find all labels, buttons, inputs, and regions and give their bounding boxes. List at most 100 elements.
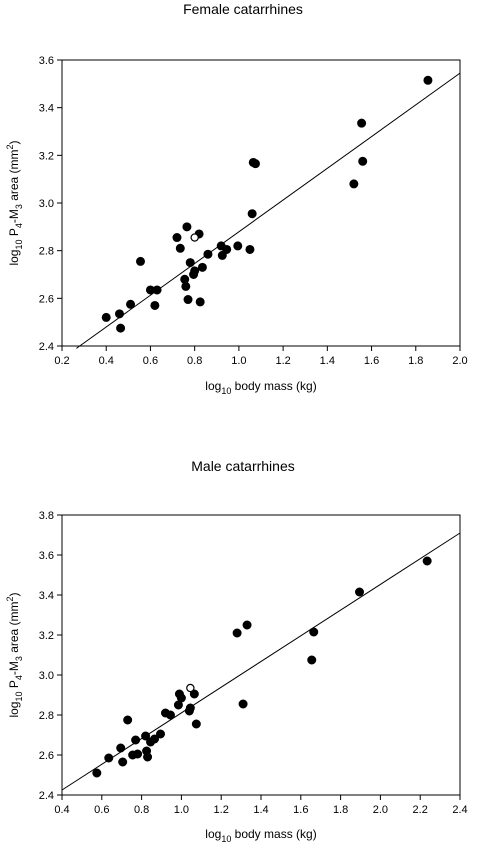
data-point [217, 250, 227, 260]
y-axis-label-mid2: -M [7, 209, 21, 223]
y-axis-label-sup: 2 [5, 144, 15, 149]
y-axis-label-mid3: area (mm [7, 601, 21, 656]
y-tick-label: 3.0 [39, 670, 54, 682]
y-axis-label-mid2: -M [7, 661, 21, 675]
regression-line [76, 72, 461, 349]
data-point [245, 244, 255, 254]
x-tick-label: 2.0 [452, 355, 467, 367]
y-tick-label: 3.4 [39, 590, 54, 602]
y-axis-label: log10 P4-M3 area (mm2) [5, 140, 24, 265]
x-tick-label: 1.0 [231, 355, 246, 367]
tick-group [57, 59, 461, 351]
x-axis-label-base: log [205, 379, 221, 393]
y-axis-label-end: ) [7, 140, 21, 144]
data-point [135, 256, 145, 266]
y-axis-label-mid1: P [7, 680, 21, 691]
data-point [156, 729, 166, 739]
data-point [222, 244, 232, 254]
regression-line [61, 532, 461, 791]
data-point [114, 309, 124, 319]
data-point [191, 719, 201, 729]
data-point-open [190, 233, 199, 242]
points-group [101, 75, 433, 333]
x-tick-label: 1.2 [275, 355, 290, 367]
y-axis-label-sub2: 4 [14, 675, 24, 680]
y-axis-label-sub1: 10 [14, 240, 24, 250]
data-point [143, 752, 153, 762]
data-point [133, 749, 143, 759]
chart-title: Female catarrhines [183, 1, 303, 17]
data-point [175, 243, 185, 253]
data-point [123, 715, 133, 725]
data-point [185, 703, 195, 713]
tick-label-group: 0.4 0.6 0.8 1.0 1.2 1.4 1.6 1.8 2.0 2.2 2.4 2.4 2.6 2… [39, 510, 468, 816]
data-point [355, 587, 365, 597]
y-axis-label-end: ) [7, 592, 21, 596]
data-point [183, 295, 193, 305]
data-point [165, 710, 175, 720]
data-point [242, 620, 252, 630]
x-axis-label-base: log [205, 827, 221, 841]
x-axis-label-rest: body mass (kg) [231, 827, 316, 841]
data-point [182, 222, 192, 232]
x-tick-label: 0.2 [54, 355, 69, 367]
data-point [357, 118, 367, 128]
x-axis-label-sub: 10 [221, 834, 231, 844]
y-tick-label: 3.4 [39, 103, 54, 115]
x-tick-label: 0.4 [99, 355, 114, 367]
x-tick-label: 0.6 [94, 804, 109, 816]
x-tick-label: 2.2 [413, 804, 428, 816]
data-point [232, 628, 242, 638]
data-point [118, 757, 128, 767]
x-tick-label: 0.6 [143, 355, 158, 367]
y-axis-label-base: log [7, 702, 21, 718]
data-point [92, 768, 102, 778]
x-tick-label: 0.8 [187, 355, 202, 367]
data-point [423, 75, 433, 85]
data-point [126, 299, 136, 309]
y-tick-label: 3.2 [39, 150, 54, 162]
x-axis-label: log10 body mass (kg) [205, 827, 316, 844]
y-axis-label: log10 P4-M3 area (mm2) [5, 592, 24, 717]
male-chart: Male catarrhines 0.4 0.6 0.8 1.0 1.2 1.4 1.6 1.… [5, 458, 468, 844]
y-tick-label: 3.8 [39, 510, 54, 522]
y-tick-label: 3.6 [39, 550, 54, 562]
x-tick-label: 0.8 [134, 804, 149, 816]
data-point [349, 179, 359, 189]
x-tick-label: 2.0 [373, 804, 388, 816]
y-tick-label: 2.4 [39, 341, 54, 353]
x-tick-label: 1.0 [174, 804, 189, 816]
y-tick-label: 3.6 [39, 55, 54, 67]
y-axis-label-sup: 2 [5, 596, 15, 601]
plot-frame [61, 514, 461, 796]
data-point [176, 693, 186, 703]
x-tick-label: 1.2 [214, 804, 229, 816]
data-point [195, 297, 205, 307]
x-tick-label: 1.8 [408, 355, 423, 367]
data-point [203, 249, 213, 259]
plot-frame [61, 59, 461, 347]
y-tick-label: 2.4 [39, 790, 54, 802]
chart-title: Male catarrhines [191, 458, 295, 474]
y-axis-label-sub2: 4 [14, 223, 24, 228]
x-tick-label: 1.6 [364, 355, 379, 367]
points-group [92, 556, 432, 778]
data-point [189, 689, 199, 699]
female-chart-panel: Female catarrhines 0.2 0.4 0.6 0.8 1.0 1.2 1.4… [0, 0, 484, 410]
x-tick-label: 0.4 [54, 804, 69, 816]
male-chart-panel: Male catarrhines 0.4 0.6 0.8 1.0 1.2 1.4 1.6 1.… [0, 445, 484, 854]
data-point [307, 655, 317, 665]
data-point [131, 735, 141, 745]
y-axis-label-mid1: P [7, 228, 21, 239]
data-point [185, 258, 195, 268]
data-point [422, 556, 432, 566]
data-point [233, 241, 243, 251]
x-axis-label-sub: 10 [221, 386, 231, 396]
data-point [247, 209, 257, 219]
data-point [197, 262, 207, 272]
fit-line-group [61, 532, 461, 791]
data-point [250, 159, 260, 169]
data-point [141, 731, 151, 741]
data-point [104, 753, 114, 763]
data-point [358, 156, 368, 166]
